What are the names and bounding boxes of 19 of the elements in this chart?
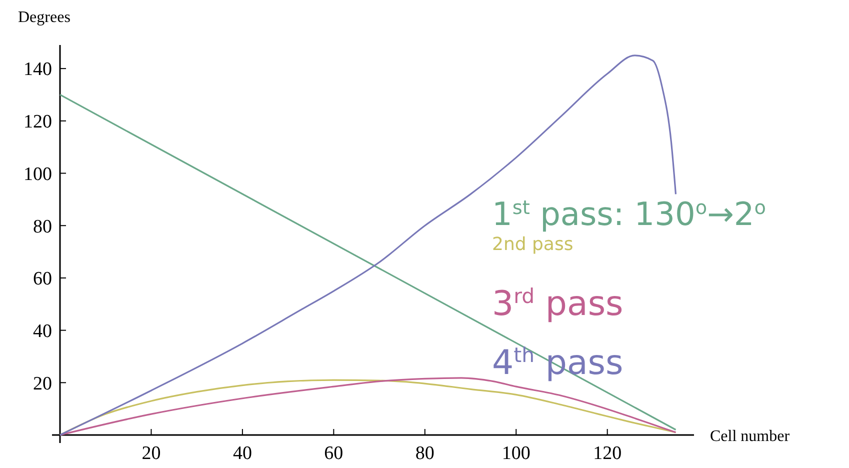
y-tick-label: 80 <box>33 216 52 238</box>
text: 1$^{st}$ pass: 130$^{o}$→2$^{o}$ <box>492 195 766 233</box>
y-tick-label: 40 <box>33 320 52 342</box>
x-tick-label: 40 <box>232 443 252 464</box>
y-tick-label: 100 <box>24 164 52 185</box>
x-tick-label: 100 <box>502 443 530 464</box>
y-tick-label: 140 <box>24 59 52 80</box>
y-axis-title: Degrees <box>18 9 70 26</box>
x-tick-label: 20 <box>142 443 161 464</box>
x-tick-label: 120 <box>593 443 622 464</box>
x-tick-label: 60 <box>324 443 344 464</box>
y-tick-label: 60 <box>33 268 52 290</box>
series-label: 3$^{rd}$ pass <box>492 284 624 324</box>
x-axis-title: Cell number <box>710 428 790 445</box>
text: 2nd pass <box>492 234 574 255</box>
x-tick-label: 80 <box>415 443 434 464</box>
y-tick-label: 20 <box>33 373 52 394</box>
y-tick-label: 120 <box>24 112 52 133</box>
text: 4$^{th}$ pass <box>492 343 624 383</box>
